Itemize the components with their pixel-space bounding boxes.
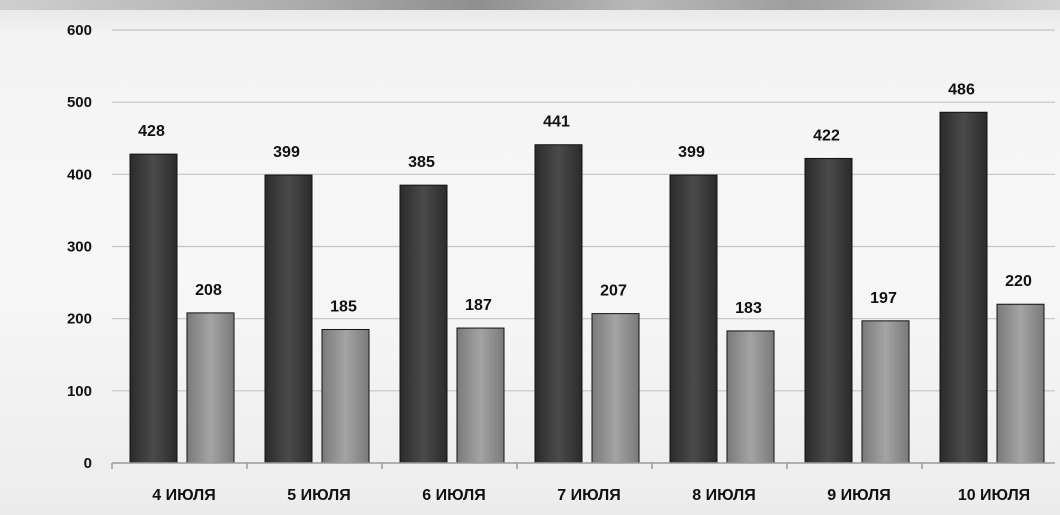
bar-series1-3 [399,184,448,464]
bar-series2-2 [321,328,370,464]
data-label: 207 [600,283,627,300]
y-tick-label: 400 [67,166,92,183]
data-label: 197 [870,290,897,307]
gridlines [112,29,1055,392]
y-tick-label: 500 [67,94,92,111]
x-category-label: 10 ИЮЛЯ [958,487,1030,504]
data-label: 220 [1005,273,1032,290]
y-tick-label: 0 [84,455,92,472]
bar-series1-1 [129,153,178,464]
bar-series1-7 [939,111,988,464]
data-label: 385 [408,154,435,171]
x-category-label: 9 ИЮЛЯ [827,487,890,504]
data-label: 187 [465,297,492,314]
y-tick-label: 600 [67,22,92,39]
bar-series1-6 [804,157,853,464]
bar-series2-5 [726,330,775,464]
data-label: 428 [138,123,165,140]
x-category-label: 8 ИЮЛЯ [692,487,755,504]
bar-series2-3 [456,327,505,464]
data-labels: 428 399 385 441 399 422 486 208 185 187 207 183 197 2… [138,81,1032,317]
y-axis-ticks: 0 100 200 300 400 500 600 [67,22,92,472]
bar-series2-7 [996,303,1045,464]
decorative-header-strip [0,0,1060,10]
data-label: 399 [678,144,705,161]
x-category-label: 4 ИЮЛЯ [152,487,215,504]
data-label: 441 [543,114,570,131]
data-label: 399 [273,144,300,161]
bars [129,111,1045,464]
bar-series2-1 [186,312,235,464]
y-tick-label: 300 [67,239,92,256]
x-category-label: 5 ИЮЛЯ [287,487,350,504]
data-label: 183 [735,300,762,317]
data-label: 486 [948,81,975,98]
data-label: 208 [195,282,222,299]
y-tick-label: 100 [67,383,92,400]
data-label: 422 [813,127,840,144]
bar-series2-6 [861,320,910,464]
x-category-label: 6 ИЮЛЯ [422,487,485,504]
bar-series1-2 [264,174,313,464]
x-axis: 4 ИЮЛЯ 5 ИЮЛЯ 6 ИЮЛЯ 7 ИЮЛЯ 8 ИЮЛЯ 9 ИЮЛЯ 10 И… [111,462,1055,504]
data-label: 185 [330,298,357,315]
bar-series2-4 [591,313,640,464]
bar-series1-4 [534,144,583,464]
y-tick-label: 200 [67,311,92,328]
x-category-label: 7 ИЮЛЯ [557,487,620,504]
bar-series1-5 [669,174,718,464]
